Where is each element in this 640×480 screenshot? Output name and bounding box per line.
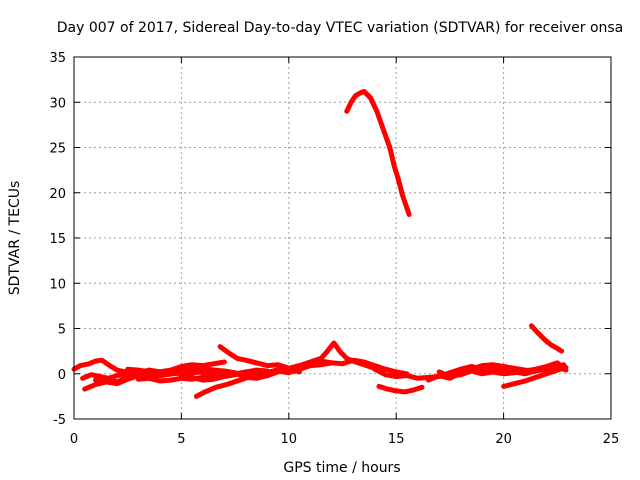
y-tick-label: -5 <box>53 413 66 428</box>
y-tick-label: 20 <box>49 187 66 202</box>
series-line-arc-19 <box>529 323 565 354</box>
x-tick-label: 20 <box>495 432 512 447</box>
y-tick-label: 5 <box>58 323 66 338</box>
series-line-arc-18 <box>468 360 569 377</box>
series-line-arc-11 <box>275 357 410 377</box>
y-tick-label: 10 <box>49 277 66 292</box>
series-line-arc-17 <box>501 364 569 389</box>
series-line-arc-12 <box>344 88 412 217</box>
x-tick-label: 25 <box>603 432 620 447</box>
series-line-arc-14 <box>376 383 425 395</box>
y-tick-label: 25 <box>49 142 66 157</box>
series-group <box>71 88 569 399</box>
x-tick-label: 0 <box>70 432 78 447</box>
y-tick-label: 30 <box>49 96 66 111</box>
series-line-arc-1 <box>71 357 129 375</box>
grid <box>74 57 611 419</box>
y-tick-label: 0 <box>58 368 66 383</box>
axis-ticks: 0 5 10 15 20 25 -5 0 5 10 15 20 25 30 35 <box>49 51 619 447</box>
series-line-arc-7 <box>193 366 283 399</box>
y-tick-label: 15 <box>49 232 66 247</box>
x-axis-label: GPS time / hours <box>283 460 400 476</box>
y-axis-label: SDTVAR / TECUs <box>7 181 23 296</box>
x-tick-label: 15 <box>388 432 405 447</box>
chart-title: Day 007 of 2017, Sidereal Day-to-day VTE… <box>57 20 624 36</box>
x-tick-label: 10 <box>281 432 298 447</box>
y-tick-label: 35 <box>49 51 66 66</box>
x-tick-label: 5 <box>177 432 185 447</box>
